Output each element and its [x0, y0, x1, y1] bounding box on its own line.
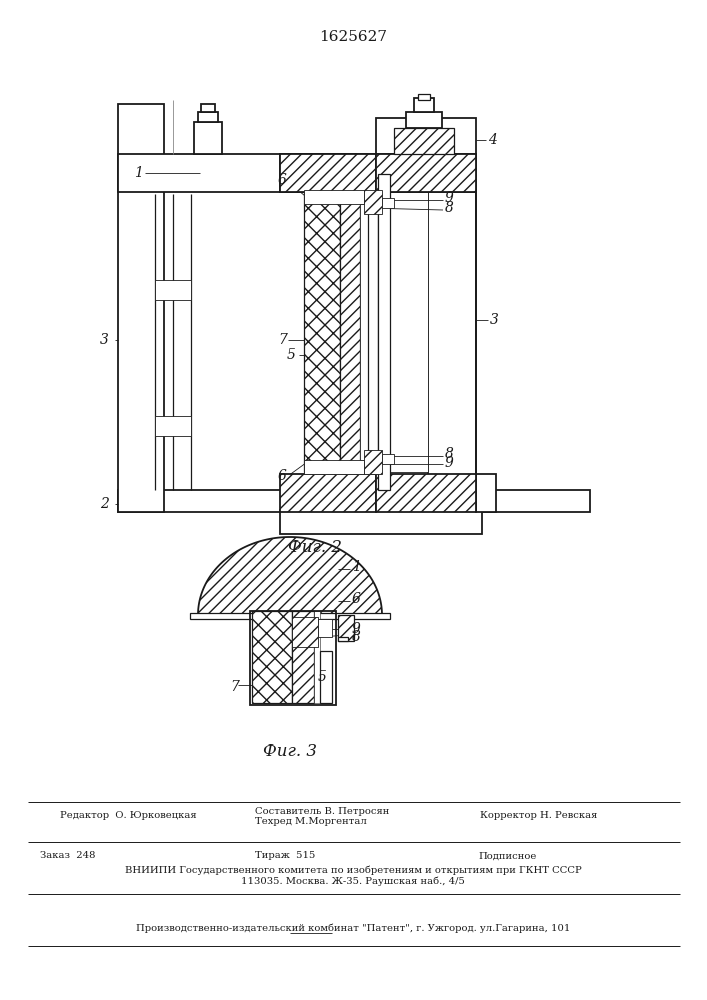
Bar — [292, 617, 318, 647]
Text: 9: 9 — [445, 191, 454, 205]
Bar — [414, 98, 434, 112]
Text: Тираж  515: Тираж 515 — [255, 852, 315, 860]
Bar — [320, 651, 332, 703]
Text: 1625627: 1625627 — [319, 30, 387, 44]
Text: 6: 6 — [278, 173, 287, 187]
Text: 3: 3 — [100, 333, 109, 347]
Text: Корректор Н. Ревская: Корректор Н. Ревская — [480, 810, 597, 820]
Bar — [476, 474, 496, 512]
Bar — [364, 450, 382, 474]
Bar — [118, 154, 358, 192]
Text: 113035. Москва. Ж-35. Раушская наб., 4/5: 113035. Москва. Ж-35. Раушская наб., 4/5 — [241, 876, 465, 886]
Text: Фиг. 2: Фиг. 2 — [288, 540, 342, 556]
Text: Редактор  О. Юрковецкая: Редактор О. Юрковецкая — [60, 810, 197, 820]
Bar — [318, 619, 332, 637]
Text: 4: 4 — [488, 133, 497, 147]
Bar — [198, 112, 218, 122]
Bar — [280, 474, 376, 512]
Bar — [428, 190, 476, 490]
Text: 1: 1 — [134, 166, 143, 180]
Bar — [382, 198, 394, 208]
Bar — [368, 192, 378, 472]
Bar — [155, 280, 191, 300]
Text: 5: 5 — [318, 670, 327, 684]
Bar — [280, 154, 376, 192]
Bar — [190, 613, 390, 619]
Bar — [418, 94, 430, 100]
Bar — [360, 204, 368, 460]
Text: Подписное: Подписное — [478, 852, 537, 860]
Text: Составитель В. Петросян: Составитель В. Петросян — [255, 806, 390, 816]
Text: Техред М.Моргентал: Техред М.Моргентал — [255, 816, 367, 826]
Bar — [304, 192, 340, 472]
Bar — [314, 611, 320, 703]
Text: 7: 7 — [278, 333, 287, 347]
Bar — [338, 637, 348, 641]
Bar — [340, 192, 360, 472]
Polygon shape — [198, 537, 382, 615]
Text: 8: 8 — [445, 201, 454, 215]
Text: 6: 6 — [278, 469, 287, 483]
Bar — [292, 611, 314, 703]
Bar — [394, 128, 454, 154]
Text: 8: 8 — [445, 447, 454, 461]
Bar — [118, 490, 590, 512]
Bar — [364, 190, 382, 214]
Text: Заказ  248: Заказ 248 — [40, 852, 95, 860]
Bar — [338, 615, 354, 641]
Bar — [201, 104, 215, 112]
Bar — [378, 192, 428, 472]
Bar — [155, 416, 191, 436]
Bar — [376, 154, 476, 192]
Text: 6: 6 — [352, 592, 361, 606]
Bar — [280, 510, 482, 534]
Bar — [304, 460, 364, 474]
Bar — [280, 154, 476, 192]
Bar — [118, 104, 164, 512]
Text: 9: 9 — [445, 456, 454, 470]
Bar — [378, 174, 390, 490]
Bar — [376, 474, 476, 512]
Text: 9: 9 — [352, 622, 361, 636]
Bar — [252, 611, 292, 703]
Text: Производственно-издательский комбинат "Патент", г. Ужгород. ул.Гагарина, 101: Производственно-издательский комбинат "П… — [136, 923, 570, 933]
Bar — [194, 122, 222, 154]
Text: 8: 8 — [352, 630, 361, 644]
Bar — [250, 611, 336, 705]
Bar — [376, 118, 476, 154]
Text: ВНИИПИ Государственного комитета по изобретениям и открытиям при ГКНТ СССР: ВНИИПИ Государственного комитета по изоб… — [124, 865, 581, 875]
Bar — [406, 112, 442, 128]
Text: 1: 1 — [352, 560, 361, 574]
Text: 5: 5 — [287, 348, 296, 362]
Text: 2: 2 — [100, 497, 109, 511]
Bar — [382, 454, 394, 464]
Text: Фиг. 3: Фиг. 3 — [263, 744, 317, 760]
Bar — [304, 190, 364, 204]
Text: 3: 3 — [490, 313, 499, 327]
Text: 7: 7 — [230, 680, 239, 694]
